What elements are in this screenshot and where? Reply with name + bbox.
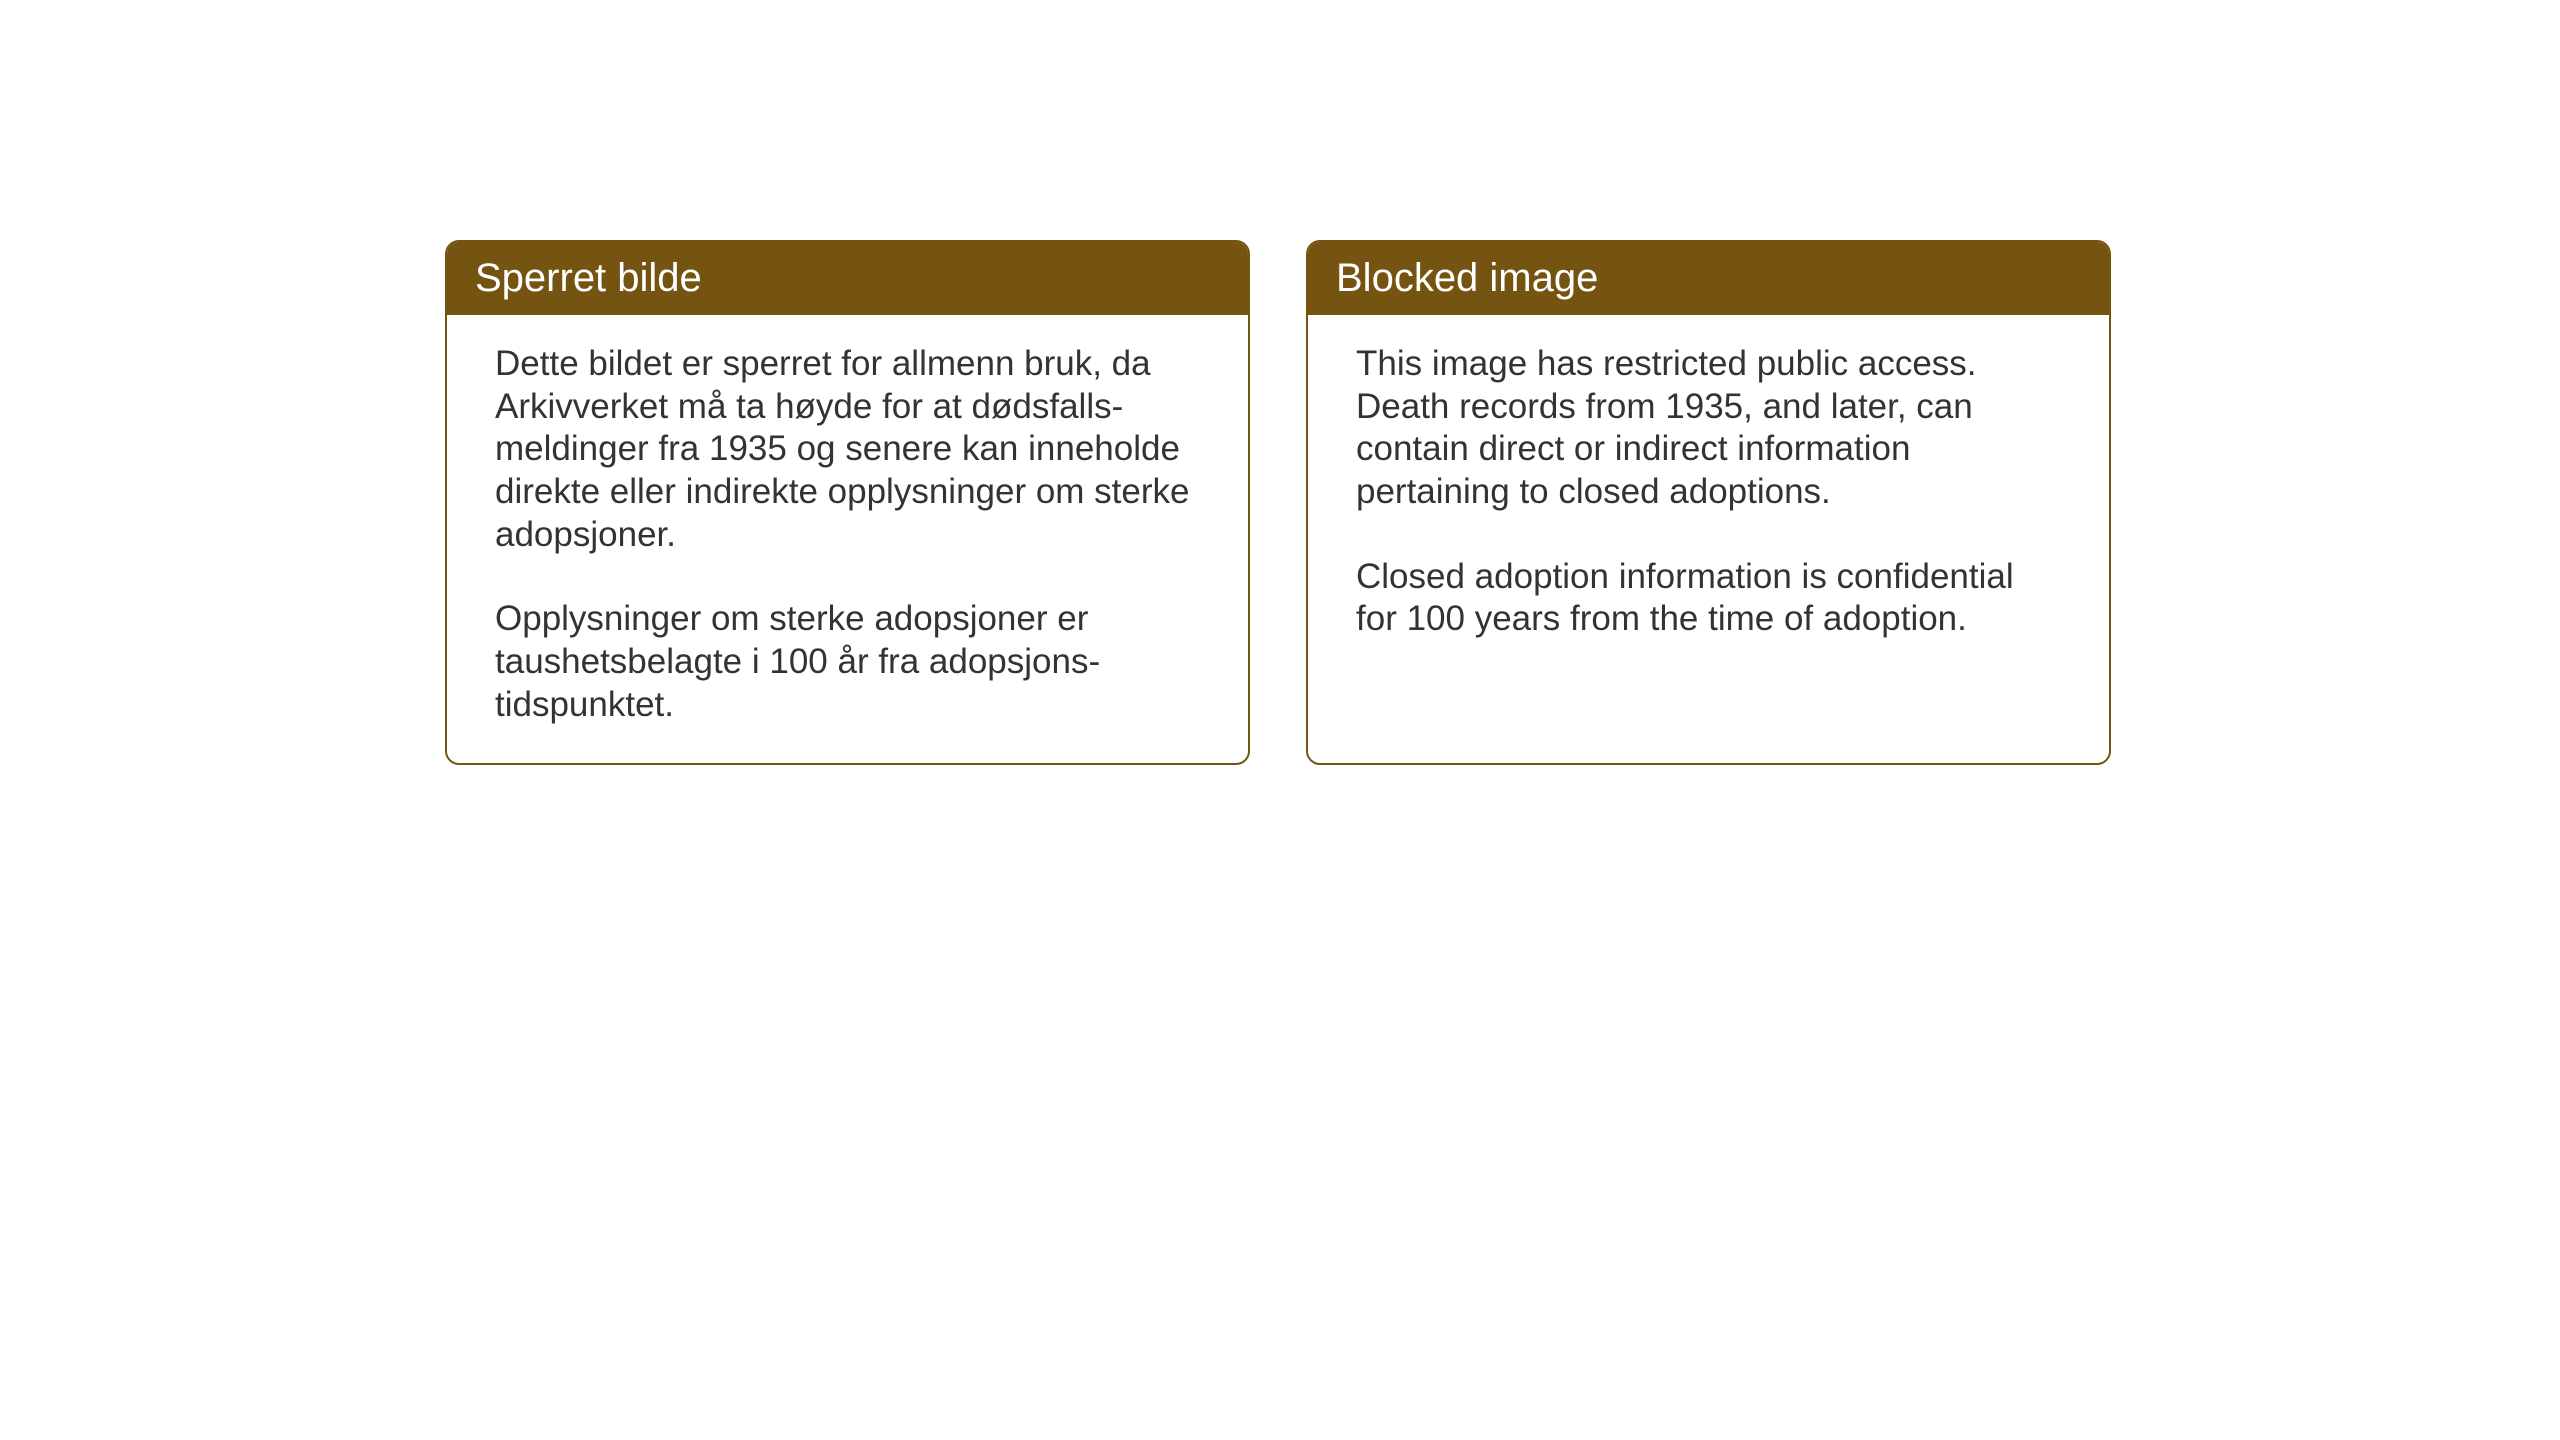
notice-paragraph-1-norwegian: Dette bildet er sperret for allmenn bruk… bbox=[495, 343, 1200, 556]
card-header-english: Blocked image bbox=[1308, 242, 2109, 315]
card-body-english: This image has restricted public access.… bbox=[1308, 315, 2109, 677]
notice-card-english: Blocked image This image has restricted … bbox=[1306, 240, 2111, 765]
notice-paragraph-2-english: Closed adoption information is confident… bbox=[1356, 556, 2061, 641]
notice-card-norwegian: Sperret bilde Dette bildet er sperret fo… bbox=[445, 240, 1250, 765]
notice-container: Sperret bilde Dette bildet er sperret fo… bbox=[445, 240, 2111, 765]
notice-paragraph-1-english: This image has restricted public access.… bbox=[1356, 343, 2061, 514]
notice-paragraph-2-norwegian: Opplysninger om sterke adopsjoner er tau… bbox=[495, 598, 1200, 726]
card-body-norwegian: Dette bildet er sperret for allmenn bruk… bbox=[447, 315, 1248, 763]
card-header-norwegian: Sperret bilde bbox=[447, 242, 1248, 315]
